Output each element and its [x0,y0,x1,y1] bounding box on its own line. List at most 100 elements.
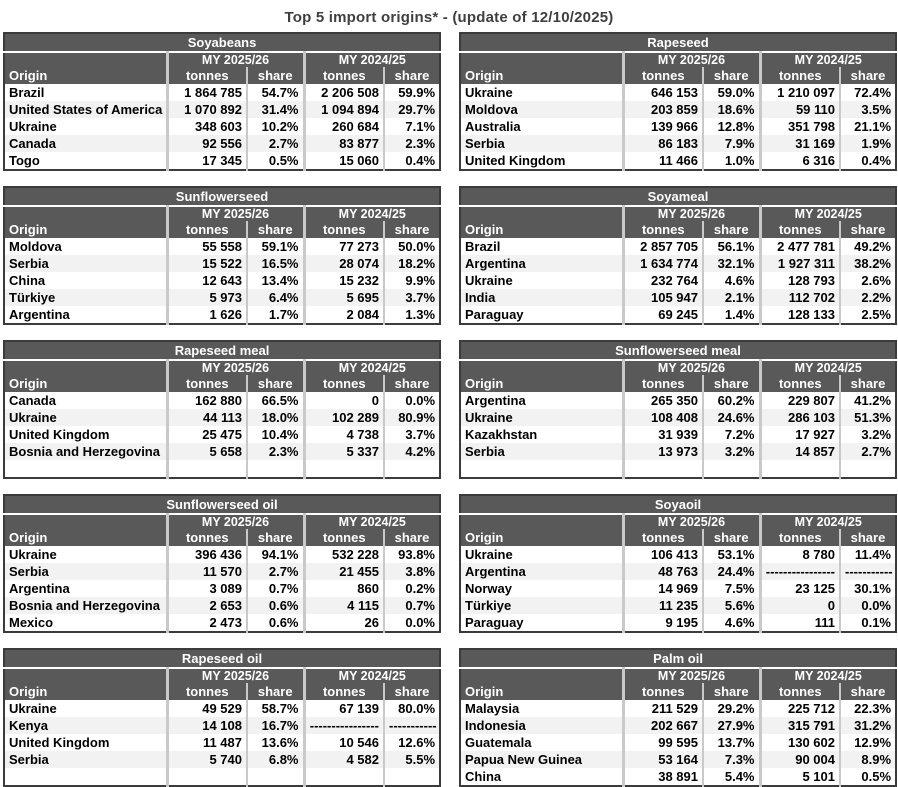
column-header-tonnes: tonnes [758,529,840,546]
share-cell: 5.4% [702,768,760,786]
share-cell: 38.2% [839,255,896,272]
table-title-row: Palm oil [460,649,897,669]
marketing-year-2025-26-header: MY 2025/26 [165,668,304,683]
share-cell: 3.7% [382,289,441,306]
tonnes-cell: 86 183 [621,135,703,152]
share-cell: 7.9% [702,135,760,152]
tonnes-cell: 12 643 [165,272,247,289]
share-cell: 10.4% [246,426,304,443]
share-cell: 13.7% [702,734,760,751]
table-title: Sunflowerseed [4,187,441,207]
commodity-table: Rapeseed Origin MY 2025/26 MY 2024/25 to… [459,32,898,171]
share-cell: 1.7% [246,306,304,324]
table-row: Australia 139 966 12.8% 351 798 21.1% [460,118,897,135]
column-header-share: share [702,683,760,700]
share-cell: 8.9% [838,751,897,768]
marketing-year-header-row: Origin MY 2025/26 MY 2024/25 [4,668,441,700]
empty-cell [838,460,897,478]
tonnes-cell: 130 602 [758,734,840,751]
origin-cell: Argentina [9,307,70,322]
table-row: Togo 17 345 0.5% 15 060 0.4% [4,152,441,170]
commodity-table: Rapeseed meal Origin MY 2025/26 MY 2024/… [3,340,442,479]
origin-cell: Ukraine [465,547,513,562]
share-cell: 1.0% [702,152,760,170]
origin-cell: Paraguay [465,615,524,630]
column-header-tonnes: tonnes [165,67,247,84]
tonnes-cell: 2 473 [165,614,247,632]
tables-grid: Soyabeans Origin MY 2025/26 MY 2024/25 t… [0,32,898,787]
marketing-year-2024-25-header: MY 2024/25 [302,206,441,221]
marketing-year-2024-25-header: MY 2024/25 [758,514,896,529]
table-row: China 38 891 5.4% 5 101 0.5% [460,768,897,786]
column-header-share: share [383,529,440,546]
share-cell: 16.7% [246,717,304,734]
table-row: Moldova 203 859 18.6% 59 110 3.5% [460,101,897,118]
share-cell: 53.1% [702,546,760,563]
column-header-row: tonnes share tonnes share [4,529,440,546]
table-title-row: Soyameal [460,187,896,207]
origin-cell: Norway [465,581,512,596]
column-header-share: share [382,67,441,84]
tonnes-cell: 69 245 [621,306,703,324]
table-row: Malaysia 211 529 29.2% 225 712 22.3% [460,700,897,717]
share-cell: 2.5% [839,306,896,324]
tonnes-cell: 44 113 [165,409,247,426]
tonnes-cell: 139 966 [621,118,703,135]
share-cell: 2.2% [839,289,896,306]
tonnes-cell: 55 558 [165,238,247,255]
marketing-year-2024-25-header: MY 2024/25 [302,514,440,529]
origin-cell: Guatemala [465,735,532,750]
origin-cell: Canada [9,136,56,151]
origin-cell: Serbia [9,752,49,767]
table-row: Bosnia and Herzegovina 5 658 2.3% 5 337 4.2% [4,443,441,460]
column-header-row: tonnes share tonnes share [460,221,896,238]
commodity-table: Soyabeans Origin MY 2025/26 MY 2024/25 t… [3,32,442,171]
tonnes-cell: 106 413 [621,546,703,563]
table-row: Argentina 3 089 0.7% 860 0.2% [4,580,440,597]
table-row: Kenya 14 108 16.7% ---------------- --------… [4,717,441,734]
empty-cell [621,460,703,478]
tonnes-cell: 860 [302,580,384,597]
share-cell: 80.0% [382,700,441,717]
origin-cell: United Kingdom [465,153,566,168]
column-header-share: share [246,683,304,700]
share-cell: 4.2% [382,443,441,460]
column-header-origin: Origin [4,206,167,238]
share-cell: 7.2% [702,426,760,443]
share-cell: 12.8% [702,118,760,135]
table-title: Rapeseed meal [4,341,441,361]
column-header-share: share [702,221,760,238]
table-title-row: Rapeseed oil [4,649,441,669]
tonnes-cell: 4 115 [302,597,384,614]
table-row: Norway 14 969 7.5% 23 125 30.1% [460,580,896,597]
tonnes-cell: 15 060 [302,152,384,170]
tonnes-cell: 5 973 [165,289,247,306]
table-row: United States of America 1 070 892 31.4% 1 … [4,101,441,118]
tonnes-cell: 211 529 [621,700,703,717]
tonnes-cell: 5 337 [302,443,384,460]
column-header-share: share [382,221,441,238]
commodity-table: Sunflowerseed oil Origin MY 2025/26 MY 2… [3,494,441,633]
marketing-year-2024-25-header: MY 2024/25 [758,668,897,683]
marketing-year-2025-26-header: MY 2025/26 [165,514,304,529]
share-cell: 18.6% [702,101,760,118]
column-header-row: tonnes share tonnes share [460,529,896,546]
empty-filler-row [4,768,441,786]
table-row: Kazakhstan 31 939 7.2% 17 927 3.2% [460,426,897,443]
table-row: Türkiye 11 235 5.6% 0 0.0% [460,597,896,614]
column-header-origin: Origin [4,360,167,392]
origin-cell: Argentina [465,393,526,408]
table-row: Ukraine 646 153 59.0% 1 210 097 72.4% [460,84,897,101]
table-row: Serbia 86 183 7.9% 31 169 1.9% [460,135,897,152]
share-cell: 5.6% [702,597,760,614]
empty-cell [758,460,840,478]
origin-cell: Serbia [9,564,49,579]
table-title: Sunflowerseed oil [4,495,440,515]
column-header-row: tonnes share tonnes share [4,683,441,700]
marketing-year-header-row: Origin MY 2025/26 MY 2024/25 [4,360,441,392]
tonnes-cell: 26 [302,614,384,632]
column-header-origin: Origin [460,206,623,238]
origin-cell: Ukraine [9,547,57,562]
column-header-tonnes: tonnes [758,375,840,392]
share-cell: 2.1% [702,289,760,306]
